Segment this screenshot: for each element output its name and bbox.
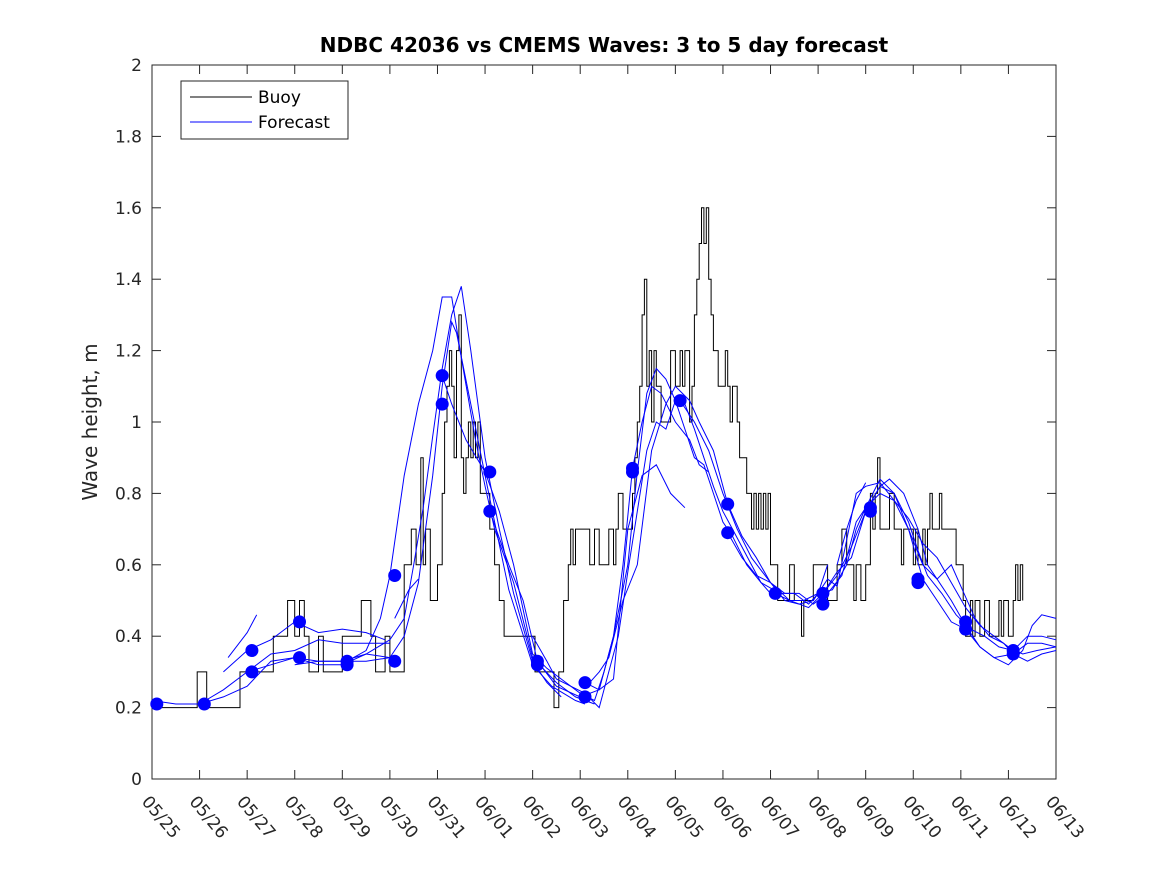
forecast-line [227, 614, 258, 658]
y-axis-label: Wave height, m [78, 343, 102, 500]
forecast-line [199, 639, 390, 705]
forecast-marker [863, 504, 877, 518]
forecast-marker [578, 676, 592, 690]
forecast-marker [816, 586, 830, 600]
y-tick-label: 0.6 [115, 556, 142, 576]
y-tick-label: 1.4 [115, 270, 142, 290]
y-tick-label: 0.2 [115, 699, 142, 719]
forecast-marker [626, 465, 639, 479]
forecast-marker [293, 651, 306, 665]
forecast-marker [293, 615, 306, 629]
y-tick-label: 1.8 [115, 127, 142, 147]
forecast-marker [483, 504, 497, 518]
y-tick-label: 1 [131, 413, 142, 433]
forecast-marker [721, 526, 735, 540]
y-tick-label: 0.4 [115, 627, 142, 647]
forecast-line [247, 286, 562, 698]
y-tick-label: 0 [131, 770, 142, 790]
buoy-line [152, 207, 1024, 709]
legend-box [180, 80, 349, 140]
forecast-marker [245, 644, 259, 657]
forecast-marker [530, 658, 544, 672]
forecast-marker [673, 394, 687, 408]
y-tick-label: 1.6 [115, 199, 142, 219]
legend-buoy-label: Buoy [258, 88, 301, 108]
chart-title: NDBC 42036 vs CMEMS Waves: 3 to 5 day fo… [320, 33, 889, 57]
forecast-marker [150, 697, 164, 711]
forecast-marker [768, 586, 782, 600]
forecast-marker [911, 576, 925, 590]
y-tick-label: 0.8 [115, 484, 142, 504]
y-tick-labels: 0 0.2 0.4 0.6 0.8 1 1.2 1.4 1.6 1.8 2 [115, 56, 142, 790]
forecast-line [584, 464, 686, 691]
forecast-marker [197, 697, 211, 711]
legend-forecast-label: Forecast [258, 113, 330, 133]
forecast-marker [388, 569, 402, 582]
axis-ticks [151, 64, 1057, 780]
forecast-marker [959, 622, 973, 636]
forecast-marker [340, 658, 354, 672]
legend: Buoy Forecast [180, 80, 349, 140]
forecast-marker [721, 497, 735, 511]
forecast-marker [245, 665, 259, 679]
forecast-line [727, 482, 1057, 655]
forecast-marker [435, 397, 449, 411]
forecast-marker [816, 597, 830, 611]
forecast-marker [578, 690, 592, 704]
y-tick-label: 2 [131, 56, 142, 76]
forecast-line [836, 482, 867, 565]
forecast-line [394, 578, 419, 619]
forecast-marker [1006, 647, 1020, 661]
forecast-marker [435, 369, 449, 383]
forecast-marker [388, 654, 402, 668]
forecast-markers [150, 369, 1020, 711]
forecast-line [441, 375, 710, 702]
forecast-marker [483, 465, 497, 479]
y-tick-label: 1.2 [115, 342, 142, 362]
